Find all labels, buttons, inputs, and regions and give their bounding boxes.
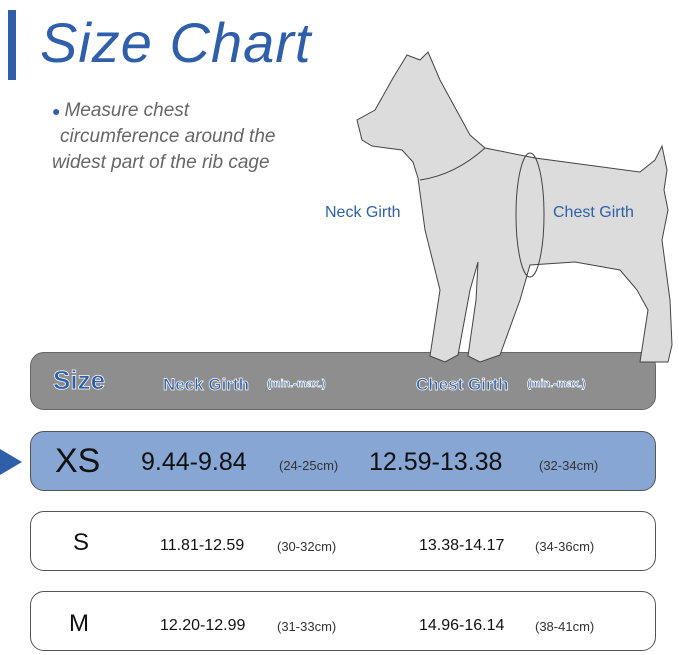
table-header: Size Neck Girth (min.-max.) Chest Girth … xyxy=(30,352,656,410)
measure-instruction: ● Measure chest circumference around the … xyxy=(52,100,276,173)
header-chest-unit: (min.-max.) xyxy=(527,378,586,391)
neck-girth-label: Neck Girth xyxy=(325,204,401,221)
dog-silhouette xyxy=(356,51,673,363)
table-row: S 11.81-12.59 (30-32cm) 13.38-14.17 (34-… xyxy=(30,511,656,571)
header-neck: Neck Girth xyxy=(163,375,250,395)
table-row: XS 9.44-9.84 (24-25cm) 12.59-13.38 (32-3… xyxy=(30,431,656,491)
bullet-dot-icon: ● xyxy=(52,103,61,119)
header-neck-unit: (min.-max.) xyxy=(267,378,326,391)
table-row: M 12.20-12.99 (31-33cm) 14.96-16.14 (38-… xyxy=(30,591,656,651)
title-accent-bar xyxy=(8,10,16,80)
chest-girth-label: Chest Girth xyxy=(553,204,634,221)
header-size: Size xyxy=(53,365,106,396)
header-chest: Chest Girth xyxy=(416,375,509,395)
page-title: Size Chart xyxy=(40,11,312,74)
triangle-right-icon xyxy=(0,449,22,475)
chest-girth-ring xyxy=(515,152,545,278)
neck-girth-line xyxy=(419,147,486,181)
